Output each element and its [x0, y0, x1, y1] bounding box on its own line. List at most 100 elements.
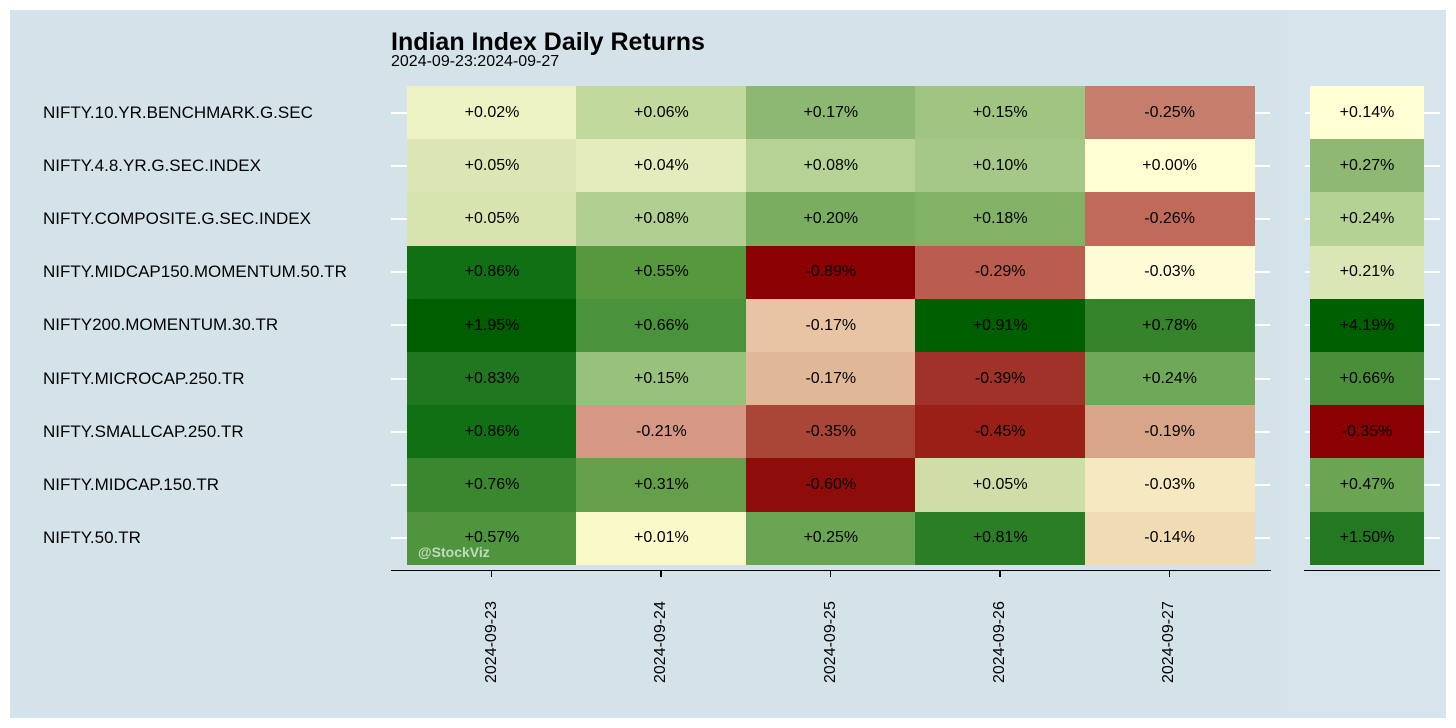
x-tick — [999, 569, 1001, 577]
y-tick — [1424, 430, 1440, 433]
heatmap-cell: +0.83% — [407, 352, 577, 406]
x-tick-label: 2024-09-27 — [1160, 601, 1178, 683]
heatmap-cell: +0.05% — [407, 139, 577, 193]
heatmap-cell: +0.55% — [576, 245, 747, 300]
heatmap-cell: -0.26% — [1084, 192, 1255, 247]
total-cell: +0.27% — [1310, 139, 1424, 193]
y-tick — [1254, 484, 1270, 486]
y-tick — [391, 111, 407, 114]
y-tick — [391, 430, 407, 433]
y-tick — [1424, 324, 1440, 327]
heatmap-cell: +0.05% — [407, 192, 577, 247]
y-tick — [391, 324, 407, 327]
y-tick — [1305, 430, 1310, 433]
y-tick — [1254, 430, 1270, 433]
y-tick — [1305, 111, 1310, 114]
total-cell: +0.14% — [1310, 86, 1424, 140]
heatmap-cell: +0.10% — [915, 139, 1086, 193]
heatmap-cell: +0.17% — [745, 86, 916, 140]
row-label: NIFTY.10.YR.BENCHMARK.G.SEC — [43, 102, 313, 122]
x-tick-label: 2024-09-25 — [821, 601, 839, 683]
row-label: NIFTY.SMALLCAP.250.TR — [43, 421, 244, 441]
y-tick — [1254, 218, 1270, 220]
heatmap-cell: +0.00% — [1084, 139, 1255, 193]
heatmap-cell: +0.02% — [407, 86, 577, 140]
heatmap-cell: +0.20% — [745, 192, 916, 247]
x-tick — [1168, 569, 1171, 577]
heatmap-cell: +0.25% — [745, 511, 916, 566]
heatmap-cell: +0.24% — [1084, 352, 1255, 406]
watermark: @StockViz — [418, 544, 490, 560]
heatmap-cell: +0.91% — [915, 298, 1086, 353]
heatmap-cell: +0.08% — [745, 139, 916, 193]
y-tick — [1305, 537, 1310, 540]
heatmap-cell: +0.15% — [576, 352, 747, 406]
totals-axis-line — [1304, 569, 1440, 572]
y-tick — [1424, 484, 1440, 486]
y-tick — [1305, 164, 1310, 167]
y-tick — [391, 537, 407, 540]
y-tick — [391, 164, 407, 167]
heatmap-cell: -0.17% — [745, 298, 916, 353]
heatmap-cell: -0.19% — [1084, 405, 1255, 459]
heatmap-cell: -0.25% — [1084, 86, 1255, 140]
heatmap-cell: -0.03% — [1084, 458, 1255, 513]
total-cell: +1.50% — [1310, 511, 1424, 566]
heatmap-cell: -0.35% — [745, 405, 916, 459]
y-tick — [1254, 377, 1270, 380]
total-cell: +0.24% — [1310, 192, 1424, 247]
y-tick — [1254, 271, 1270, 274]
chart-subtitle: 2024-09-23:2024-09-27 — [391, 53, 560, 70]
total-cell: +0.66% — [1310, 352, 1424, 406]
heatmap-cell: +0.86% — [407, 405, 577, 459]
chart-title: Indian Index Daily Returns — [391, 28, 705, 56]
y-tick — [1305, 218, 1310, 220]
y-tick — [1305, 271, 1310, 274]
y-tick — [1254, 537, 1270, 540]
x-tick — [829, 569, 832, 577]
x-tick-label: 2024-09-23 — [482, 601, 500, 683]
y-tick — [1424, 537, 1440, 540]
heatmap-cell: -0.14% — [1084, 511, 1255, 566]
heatmap-cell: -0.17% — [745, 352, 916, 406]
row-label: NIFTY.MICROCAP.250.TR — [43, 368, 245, 388]
x-tick-label: 2024-09-26 — [990, 601, 1008, 683]
y-tick — [391, 484, 407, 486]
heatmap-cell: -0.39% — [915, 352, 1086, 406]
total-cell: -0.35% — [1310, 405, 1424, 459]
row-label: NIFTY.COMPOSITE.G.SEC.INDEX — [43, 209, 311, 228]
row-label: NIFTY.MIDCAP150.MOMENTUM.50.TR — [43, 262, 347, 282]
y-tick — [391, 377, 407, 380]
heatmap-cell: +0.57% — [407, 511, 577, 566]
y-tick — [1254, 324, 1270, 327]
heatmap-cell: +0.06% — [576, 86, 747, 140]
total-cell: +4.19% — [1310, 298, 1424, 353]
heatmap-cell: -0.60% — [745, 458, 916, 513]
y-tick — [1424, 271, 1440, 274]
x-tick — [660, 569, 662, 577]
heatmap-cell: +0.66% — [576, 298, 747, 353]
heatmap-cell: +0.04% — [576, 139, 747, 193]
heatmap-cell: +0.01% — [576, 511, 747, 566]
heatmap-cell: +0.18% — [915, 192, 1086, 247]
y-tick — [1424, 111, 1440, 114]
row-label: NIFTY.MIDCAP.150.TR — [43, 475, 220, 494]
heatmap-cell: -0.45% — [915, 405, 1086, 459]
y-tick — [391, 271, 407, 274]
heatmap-cell: +0.31% — [576, 458, 747, 513]
row-label: NIFTY.50.TR — [43, 528, 141, 548]
heatmap-cell: +0.15% — [915, 86, 1086, 140]
y-tick — [1305, 484, 1310, 486]
heatmap-cell: -0.03% — [1084, 245, 1255, 300]
y-tick — [1305, 377, 1310, 380]
row-label: NIFTY200.MOMENTUM.30.TR — [43, 315, 279, 335]
heatmap-cell: +0.08% — [576, 192, 747, 247]
heatmap-cell: +0.76% — [407, 458, 577, 513]
heatmap-cell: -0.21% — [576, 405, 747, 459]
heatmap-cell: +0.86% — [407, 245, 577, 300]
heatmap-cell: +0.78% — [1084, 298, 1255, 353]
heatmap-cell: -0.89% — [745, 245, 916, 300]
y-tick — [1424, 218, 1440, 220]
total-cell: +0.47% — [1310, 458, 1424, 513]
y-tick — [1254, 164, 1270, 167]
